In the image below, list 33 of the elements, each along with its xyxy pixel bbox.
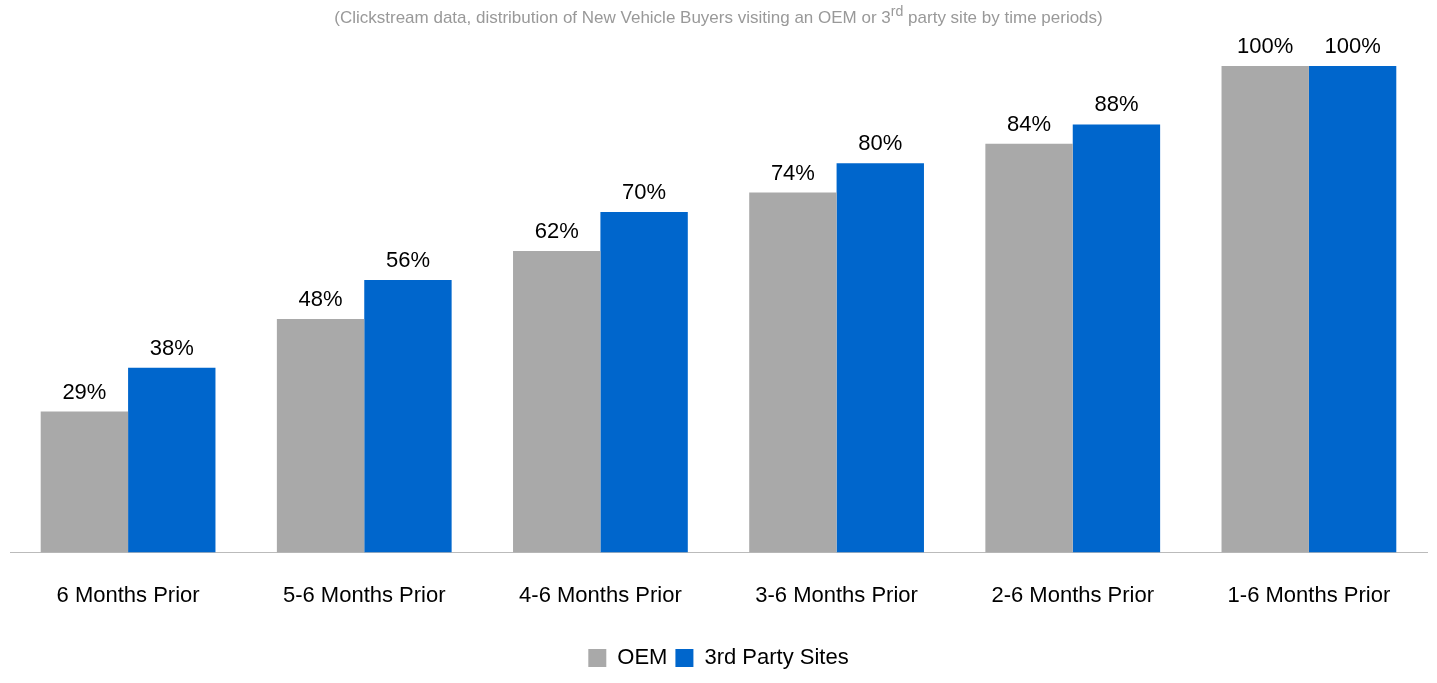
bar [1221, 66, 1309, 553]
bar [836, 163, 924, 553]
x-tick-label: 2-6 Months Prior [991, 581, 1155, 607]
bar [1072, 124, 1161, 553]
data-label: 29% [62, 378, 107, 404]
bar [985, 143, 1073, 553]
bar [1308, 66, 1397, 553]
bar [128, 367, 216, 553]
chart-subtitle: (Clickstream data, distribution of New Vehicle Buyers visiting an OEM or 3$^{rd}$ party site by time periods) [333, 2, 1104, 27]
data-label: 56% [385, 247, 430, 273]
bar [600, 211, 688, 553]
x-tick-label: 1-6 Months Prior [1227, 581, 1391, 607]
bar [749, 192, 837, 553]
bar [513, 250, 601, 553]
data-label: 38% [149, 334, 194, 360]
legend-label: 3rd Party Sites [704, 644, 849, 670]
data-label: 84% [1007, 110, 1052, 136]
data-label: 100% [1324, 33, 1381, 59]
bar [364, 280, 452, 553]
legend-label: OEM [617, 644, 668, 670]
x-tick-label: 5-6 Months Prior [282, 581, 446, 607]
data-label: 62% [534, 217, 579, 243]
x-tick-label: 6 Months Prior [56, 581, 200, 607]
data-label: 48% [298, 286, 343, 312]
data-label: 88% [1094, 91, 1139, 117]
bar [276, 319, 365, 553]
data-label: 70% [622, 179, 667, 205]
bar [40, 411, 129, 553]
data-label: 74% [770, 159, 815, 185]
x-tick-label: 3-6 Months Prior [755, 581, 918, 607]
data-label: 80% [858, 130, 903, 156]
x-tick-label: 4-6 Months Prior [519, 581, 682, 607]
data-label: 100% [1237, 33, 1294, 59]
